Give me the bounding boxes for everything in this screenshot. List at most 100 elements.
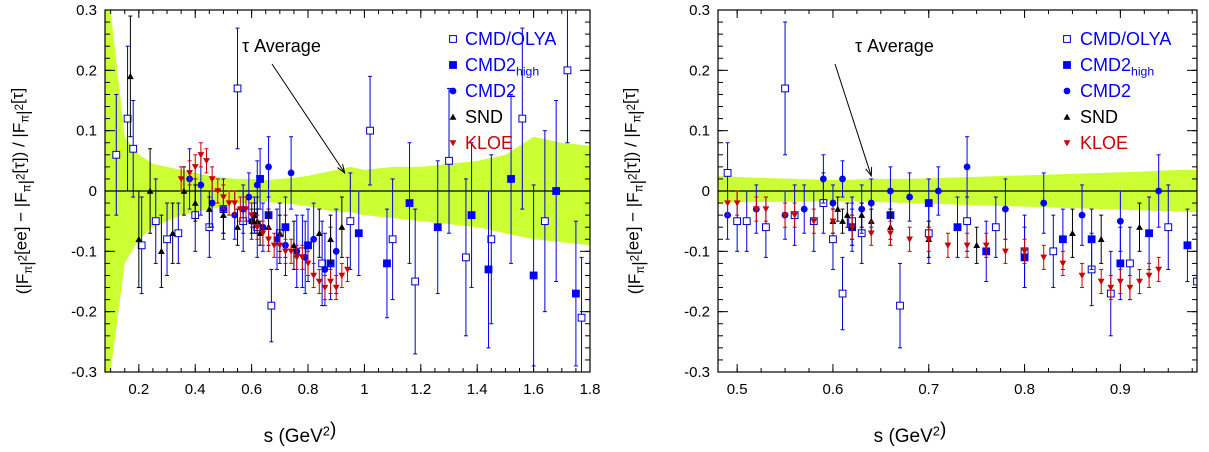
legend-marker [449, 140, 457, 147]
legend-label: SND [465, 107, 503, 127]
chart-panel-2: 0.5 0.6 0.7 0.8 0.9 -0.3 -0.2 -0.1 0 0.1 0.2 0.3 s (… [620, 2, 1198, 447]
data-point [1069, 229, 1076, 236]
label-part: | [626, 110, 645, 114]
data-point [563, 66, 572, 75]
data-point [982, 242, 990, 249]
label-part: | [14, 110, 33, 114]
data-point [253, 181, 261, 189]
data-point [344, 266, 351, 273]
data-point [906, 236, 913, 243]
label-part: ) [330, 420, 336, 441]
data-point [839, 217, 846, 224]
y-tick-label: 0.1 [689, 123, 710, 140]
y-tick-label: -0.2 [71, 304, 97, 321]
data-point [733, 217, 742, 226]
data-point [507, 175, 515, 183]
data-point [843, 211, 851, 218]
y-tick-label: 0.2 [76, 62, 97, 79]
label-subscript: π [632, 115, 644, 123]
legend-marker [449, 113, 457, 120]
x-axis-label: s (GeV2) [264, 420, 337, 447]
data-point [462, 253, 470, 262]
label-superscript: 2 [628, 174, 640, 180]
data-point [552, 187, 561, 195]
data-point [484, 265, 493, 274]
data-point [338, 272, 346, 279]
data-point [256, 175, 264, 183]
data-point [829, 235, 837, 244]
data-point [220, 211, 227, 218]
data-point [1058, 235, 1067, 244]
data-point [123, 114, 132, 123]
legend-label: CMD2high [1080, 55, 1154, 78]
data-point [197, 152, 205, 159]
tau-average-annotation: τ Average [855, 36, 934, 56]
data-point [191, 199, 199, 206]
series-kloe [177, 142, 351, 301]
data-point [762, 206, 770, 213]
data-point [1078, 211, 1086, 219]
y-tick-label: 0.1 [76, 123, 97, 140]
data-point [752, 206, 760, 213]
label-subscript: π [23, 266, 35, 274]
x-tick-label: 1.6 [523, 381, 544, 398]
data-point [332, 247, 340, 255]
label-part: | [629, 261, 648, 265]
data-point [1155, 266, 1163, 273]
annotation-arrowhead [865, 166, 873, 178]
legend-marker [1063, 35, 1071, 43]
y-tick-label: -0.3 [71, 364, 97, 381]
data-point [487, 235, 496, 244]
legend-label: SND [1080, 107, 1118, 127]
data-point [867, 199, 875, 207]
data-point [445, 156, 453, 165]
data-point [1183, 241, 1192, 250]
data-point [858, 211, 866, 218]
data-point [214, 188, 222, 195]
data-point [338, 223, 346, 230]
data-point [1126, 284, 1134, 291]
data-point [146, 187, 154, 194]
data-point [1116, 278, 1124, 285]
y-axis-label: (|Fπ|2[ee] − |Fπ|2[τ]) / |Fπ|2[τ] [620, 88, 648, 294]
x-tick-label: 0.5 [727, 381, 748, 398]
data-point [248, 212, 256, 219]
data-point [906, 193, 913, 201]
x-tick-label: 0.7 [918, 381, 939, 398]
data-point [572, 289, 580, 298]
label-part: (|F [13, 274, 32, 294]
data-point [180, 187, 188, 194]
data-point [191, 164, 199, 171]
chart-panel-1: 0.2 0.4 0.6 0.8 1 1.2 1.4 1.6 1.8 -0.3 -0.2 -0.1 0 0.… [8, 2, 601, 447]
label-part: [ee] − |F [11, 192, 30, 255]
label-part: | [15, 180, 34, 184]
data-point [315, 278, 323, 285]
legend-marker [1063, 113, 1071, 120]
annotation-arrow [271, 63, 346, 174]
legend-marker [449, 35, 457, 43]
label-part: [τ] [620, 88, 639, 104]
data-point [529, 271, 538, 280]
legend-marker [449, 61, 457, 69]
data-point [800, 205, 808, 213]
data-point [273, 235, 281, 243]
data-point [298, 254, 306, 261]
data-point [829, 199, 837, 207]
data-point [236, 206, 244, 213]
series-snd [126, 15, 346, 289]
data-point [310, 272, 318, 279]
label-superscript: 2 [626, 104, 638, 110]
data-point [135, 235, 143, 242]
data-point [405, 199, 414, 207]
data-point [762, 223, 770, 232]
data-point [1116, 259, 1125, 268]
x-tick-label: 0.9 [1110, 381, 1131, 398]
legend-label: KLOE [465, 133, 513, 153]
x-axis-label: s (GeV2) [874, 420, 947, 447]
data-point [205, 205, 213, 212]
series-kloe [724, 190, 1163, 301]
data-point [304, 260, 312, 267]
data-point [1155, 187, 1163, 195]
plot-area [105, 10, 590, 372]
data-point [1002, 248, 1009, 255]
